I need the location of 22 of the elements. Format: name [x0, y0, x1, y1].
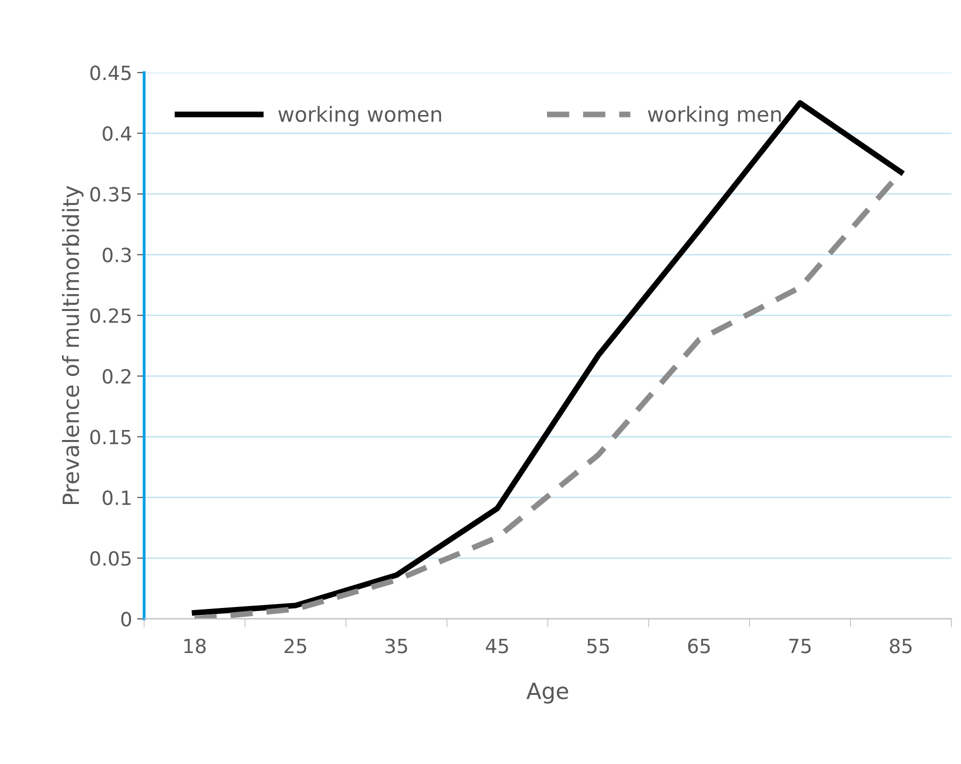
x-tick-label: 45 [486, 638, 508, 654]
legend-label: working women [278, 106, 442, 126]
y-tick-label: 0.3 [102, 248, 131, 262]
x-axis-title: Age [526, 682, 568, 704]
y-tick-label: 0.35 [90, 186, 131, 202]
x-tick-label: 85 [890, 638, 912, 654]
x-tick-label: 25 [284, 638, 306, 654]
x-tick-label: 55 [587, 638, 609, 654]
y-tick-label: 0.45 [90, 66, 131, 80]
y-tick-label: 0.2 [102, 369, 130, 384]
y-tick-label: 0.05 [90, 551, 131, 566]
y-tick-label: 0.15 [90, 430, 131, 444]
y-axis-title: Prevalence of multimorbidity [62, 186, 84, 504]
legend-label: working men [648, 106, 781, 126]
y-tick-label: 0.4 [102, 126, 132, 141]
x-tick-label: 75 [789, 638, 811, 654]
y-tick-label: 0.1 [102, 490, 131, 506]
x-tick-label: 65 [688, 638, 710, 654]
x-tick-label: 18 [184, 638, 206, 654]
y-tick-label: 0.25 [90, 308, 131, 324]
y-tick-label: 0 [121, 612, 132, 627]
x-tick-label: 35 [386, 638, 408, 654]
